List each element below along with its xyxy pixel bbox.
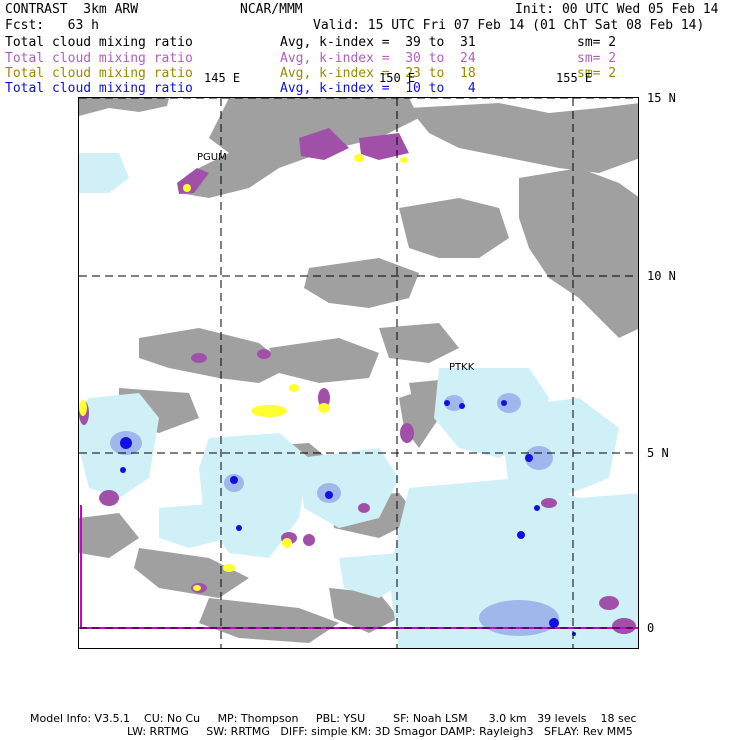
- legend-field: Total cloud mixing ratio: [5, 35, 193, 50]
- latitude-label: 0: [647, 621, 655, 635]
- legend-field: Total cloud mixing ratio: [5, 66, 193, 81]
- legend-field: Total cloud mixing ratio: [5, 81, 193, 96]
- longitude-label: 155 E: [556, 71, 593, 85]
- latitude-label: 15 N: [647, 91, 676, 105]
- init-time: Init: 00 UTC Wed 05 Feb 14: [515, 2, 719, 17]
- map-panel: PGUM PTKK: [78, 97, 639, 649]
- center-title: NCAR/MMM: [240, 2, 303, 17]
- forecast-hour: Fcst: 63 h: [5, 18, 99, 33]
- latitude-label: 10 N: [647, 269, 676, 283]
- lat-lon-grid: [79, 98, 638, 648]
- legend-field: Total cloud mixing ratio: [5, 51, 193, 66]
- legend-level: Avg, k-index = 39 to 31: [280, 35, 476, 50]
- legend-smoothing: sm= 2: [577, 51, 617, 66]
- longitude-label: 150 E: [379, 71, 416, 85]
- station-label: PTKK: [449, 362, 475, 373]
- legend-smoothing: sm= 2: [577, 66, 617, 81]
- longitude-label: 145 E: [204, 71, 241, 85]
- valid-time: Valid: 15 UTC Fri 07 Feb 14 (01 ChT Sat …: [313, 18, 705, 33]
- cloud-layer-lower: [79, 153, 638, 648]
- model-title: CONTRAST 3km ARW: [5, 2, 139, 17]
- latitude-label: 5 N: [647, 446, 669, 460]
- model-info-line1: Model Info: V3.5.1 CU: No Cu MP: Thompso…: [30, 712, 637, 725]
- cloud-field-map: [79, 98, 638, 648]
- station-label: PGUM: [197, 152, 227, 163]
- legend-level: Avg, k-index = 30 to 24: [280, 51, 476, 66]
- legend-level: Avg, k-index = 10 to 4: [280, 81, 476, 96]
- legend-level: Avg, k-index = 23 to 18: [280, 66, 476, 81]
- legend-smoothing: sm= 2: [577, 35, 617, 50]
- cloud-core-dark: [120, 400, 576, 636]
- model-info-line2: LW: RRTMG SW: RRTMG DIFF: simple KM: 3D …: [127, 725, 633, 738]
- cloud-layer-low: [79, 154, 408, 591]
